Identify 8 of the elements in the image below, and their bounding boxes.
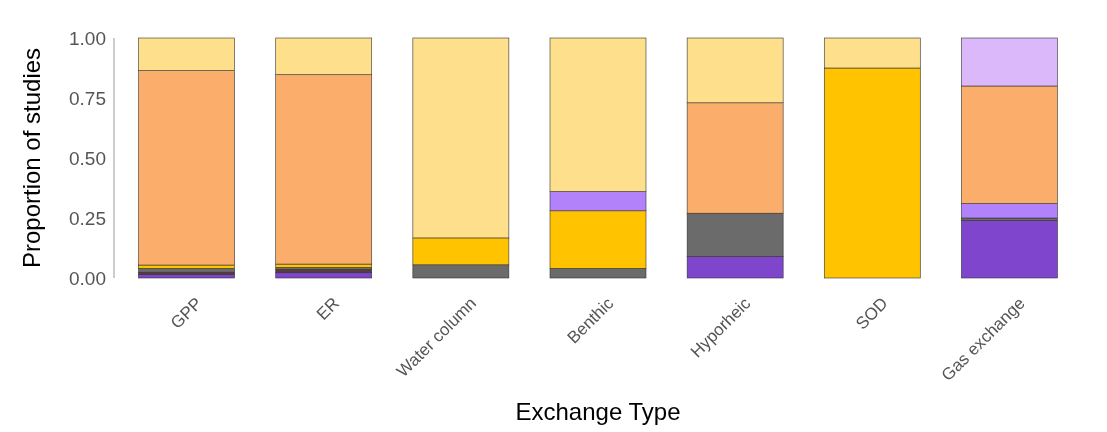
y-axis-title: Proportion of studies [18,47,45,269]
x-tick-label: ER [312,293,343,324]
y-tick-label: 0.75 [69,87,106,109]
y-tick-label: 0.25 [69,207,106,229]
y-tick-label: 0.50 [69,147,106,169]
y-tick-label: 0.00 [69,267,106,289]
y-tick-label: 1.00 [69,27,106,49]
x-axis-title: Exchange Type [515,398,681,425]
